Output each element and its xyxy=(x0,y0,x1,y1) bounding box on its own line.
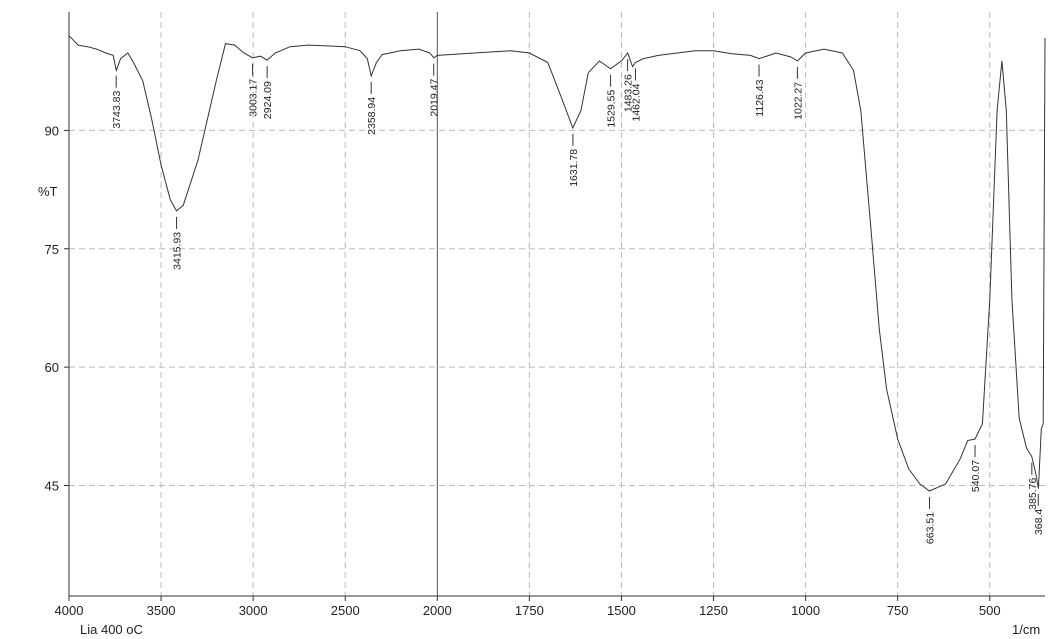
y-axis-label: %T xyxy=(38,184,58,199)
x-tick-label: 2000 xyxy=(423,603,452,618)
x-tick-label: 2500 xyxy=(331,603,360,618)
spectrum-line xyxy=(68,35,1046,492)
x-tick-label: 1750 xyxy=(515,603,544,618)
peak-label: 1631.78 xyxy=(568,149,580,187)
x-tick-label: 4000 xyxy=(55,603,84,618)
peak-label: 3743.83 xyxy=(111,91,123,129)
peak-label: 540.07 xyxy=(970,460,982,492)
peak-label: 1462.04 xyxy=(630,83,642,121)
peak-label: 368.4 xyxy=(1033,509,1045,535)
y-tick-label: 60 xyxy=(45,360,59,375)
x-tick-label: 3000 xyxy=(239,603,268,618)
peak-label: 1126.43 xyxy=(754,79,766,116)
x-tick-label: 1000 xyxy=(791,603,820,618)
y-tick-label: 45 xyxy=(45,479,59,494)
x-tick-label: 1500 xyxy=(607,603,636,618)
y-tick-label: 75 xyxy=(45,242,59,257)
peak-label: 2924.09 xyxy=(262,81,274,119)
peak-label: 1022.27 xyxy=(792,82,804,120)
x-axis-label: 1/cm xyxy=(1012,622,1040,637)
x-tick-label: 3500 xyxy=(147,603,176,618)
peak-label: 3415.93 xyxy=(172,232,184,270)
sample-label: Lia 400 oC xyxy=(80,622,143,637)
x-tick-label: 1250 xyxy=(699,603,728,618)
peak-label: 2019.47 xyxy=(429,79,441,117)
peak-label: 385.76 xyxy=(1027,478,1039,510)
x-tick-label: 500 xyxy=(979,603,1001,618)
peak-label: 3003.17 xyxy=(248,79,260,117)
peak-label: 1483.26 xyxy=(623,74,635,112)
y-tick-label: 90 xyxy=(45,123,59,138)
x-tick-label: 750 xyxy=(887,603,909,618)
peak-label: 2358.94 xyxy=(366,97,378,135)
peak-label: 1529.55 xyxy=(606,90,618,128)
peak-label: 663.51 xyxy=(925,512,937,544)
